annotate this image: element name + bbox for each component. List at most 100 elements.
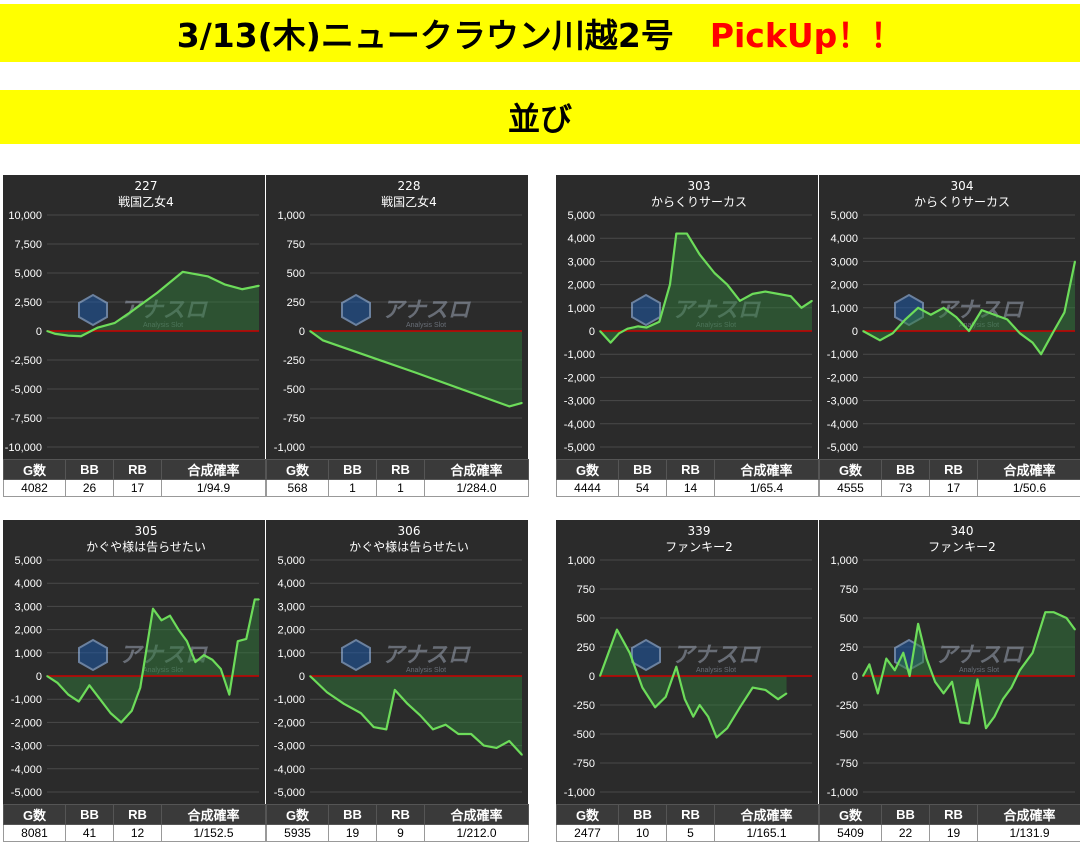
y-tick-label: 250 [840, 642, 858, 654]
stat-bb: 1 [329, 480, 377, 497]
watermark-text: アナスロ [382, 298, 472, 323]
stat-rate: 1/131.9 [978, 825, 1080, 842]
data-point [195, 661, 197, 663]
y-tick-label: -750 [573, 758, 595, 770]
y-tick-label: 4,000 [14, 578, 42, 590]
y-tick-label: -2,000 [274, 717, 305, 729]
data-point [394, 689, 396, 691]
data-point [212, 659, 214, 661]
stat-games: 8081 [4, 825, 66, 842]
header-rb: RB [930, 460, 978, 480]
watermark-hex-icon [632, 640, 660, 670]
chart-subtitle: 戦国乙女4 [381, 194, 437, 209]
data-point [309, 330, 311, 332]
data-point [892, 333, 894, 335]
y-tick-label: 5,000 [830, 210, 858, 222]
chart-title: 340 [951, 524, 974, 538]
y-tick-label: -500 [283, 384, 305, 396]
y-tick-label: -5,000 [11, 787, 42, 799]
data-point [139, 687, 141, 689]
y-tick-label: 3,000 [277, 601, 305, 613]
data-point [415, 372, 417, 374]
y-tick-label: -7,500 [11, 413, 42, 425]
header-rate: 合成確率 [162, 460, 266, 480]
y-tick-label: 500 [577, 613, 595, 625]
header-rb: RB [377, 460, 425, 480]
data-point [994, 716, 996, 718]
data-point [80, 335, 82, 337]
watermark-hex-icon [342, 640, 370, 670]
y-tick-label: -2,000 [564, 372, 595, 384]
y-tick-label: 750 [577, 584, 595, 596]
data-point [496, 747, 498, 749]
y-tick-label: -250 [573, 700, 595, 712]
stat-rate: 1/65.4 [715, 480, 819, 497]
data-point [245, 638, 247, 640]
data-point [343, 703, 345, 705]
stat-games: 4082 [4, 480, 66, 497]
data-point [508, 406, 510, 408]
data-point [968, 330, 970, 332]
data-point [951, 681, 953, 683]
chart-subtitle: からくりサーカス [651, 195, 747, 209]
y-tick-label: -500 [573, 729, 595, 741]
y-tick-label: -4,000 [827, 419, 858, 431]
data-point [977, 679, 979, 681]
data-point [777, 293, 779, 295]
data-point [156, 292, 158, 294]
data-point [981, 309, 983, 311]
stat-games: 2477 [557, 825, 619, 842]
data-point [309, 675, 311, 677]
data-point [258, 599, 260, 601]
chart-svg: 5,0004,0003,0002,0001,0000-1,000-2,000-3… [266, 520, 528, 804]
y-tick-label: -4,000 [11, 764, 42, 776]
y-tick-label: -250 [283, 355, 305, 367]
stat-bb: 54 [619, 480, 667, 497]
data-point [1032, 652, 1034, 654]
y-tick-label: -2,000 [827, 372, 858, 384]
y-tick-label: 4,000 [277, 578, 305, 590]
stat-games: 5409 [820, 825, 882, 842]
data-point [521, 754, 523, 756]
y-tick-label: 3,000 [567, 256, 595, 268]
y-tick-label: -1,000 [564, 349, 595, 361]
header-rb: RB [667, 460, 715, 480]
data-point [152, 608, 154, 610]
data-point [508, 740, 510, 742]
data-point [801, 307, 803, 309]
y-tick-label: -3,000 [827, 396, 858, 408]
chart-svg: 10,0007,5005,0002,5000-2,500-5,000-7,500… [3, 175, 265, 459]
header-rate: 合成確率 [715, 460, 819, 480]
data-point [207, 276, 209, 278]
data-point [943, 693, 945, 695]
stat-rate: 1/50.6 [978, 480, 1080, 497]
header-rate: 合成確率 [425, 805, 529, 825]
data-point [599, 330, 601, 332]
stat-games: 4444 [557, 480, 619, 497]
data-point [110, 712, 112, 714]
y-tick-label: -3,000 [274, 741, 305, 753]
chart-svg: 1,0007505002500-250-500-750-1,000339ファンキ… [556, 520, 818, 804]
y-tick-label: 5,000 [567, 210, 595, 222]
chart-svg: 1,0007505002500-250-500-750-1,000340ファンキ… [819, 520, 1080, 804]
stat-games: 5935 [267, 825, 329, 842]
data-point [934, 681, 936, 683]
y-tick-label: 250 [577, 642, 595, 654]
stat-rb: 12 [114, 825, 162, 842]
data-point [445, 724, 447, 726]
data-point [182, 271, 184, 273]
y-tick-label: 3,000 [830, 256, 858, 268]
data-point [55, 333, 57, 335]
stat-rb: 1 [377, 480, 425, 497]
watermark-hex-icon [79, 295, 107, 325]
data-point [994, 314, 996, 316]
data-point [258, 285, 260, 287]
y-tick-label: 0 [852, 671, 858, 683]
header-bb: BB [882, 805, 930, 825]
data-point [1032, 342, 1034, 344]
